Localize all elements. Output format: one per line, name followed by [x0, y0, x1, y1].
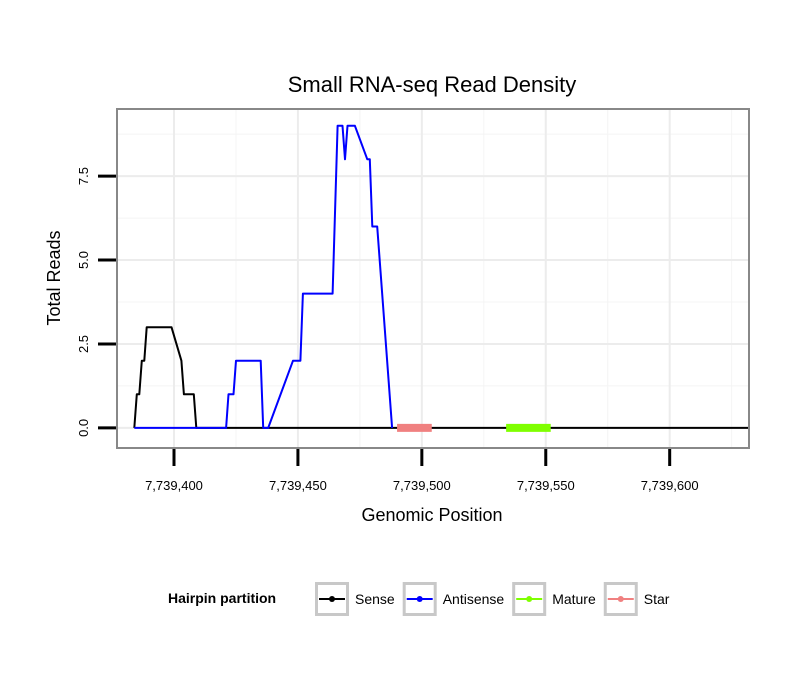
series-line-antisense	[134, 124, 394, 429]
y-tick-label: 5.0	[76, 251, 91, 269]
legend-key-point	[329, 596, 335, 602]
y-tick-label: 2.5	[76, 335, 91, 353]
y-axis: 0.0 2.5 5.0 7.5	[76, 167, 116, 437]
x-tick-label: 7,739,550	[517, 478, 575, 493]
legend-item-antisense: Antisense	[402, 582, 505, 616]
y-axis-title: Total Reads	[44, 230, 64, 325]
x-tick-label: 7,739,500	[393, 478, 451, 493]
plot-series	[133, 124, 749, 429]
legend-label: Mature	[552, 591, 596, 607]
grid	[117, 109, 749, 448]
legend-title: Hairpin partition	[168, 590, 276, 606]
legend: Hairpin partition Sense Antisense Mature St…	[168, 582, 670, 616]
y-tick-label: 0.0	[76, 419, 91, 437]
legend-item-sense: Sense	[315, 582, 395, 616]
legend-item-mature: Mature	[512, 582, 596, 616]
plot-panel-border	[116, 108, 750, 449]
legend-key-point	[526, 596, 533, 602]
x-tick-label: 7,739,450	[269, 478, 327, 493]
legend-label: Antisense	[443, 591, 505, 607]
x-axis-title: Genomic Position	[361, 505, 502, 525]
x-axis: 7,739,400 7,739,450 7,739,500 7,739,550 7,73…	[145, 449, 699, 493]
legend-key-point	[416, 596, 423, 602]
x-tick-label: 7,739,600	[641, 478, 699, 493]
y-tick-label: 7.5	[76, 167, 91, 185]
legend-item-star: Star	[603, 582, 670, 616]
x-tick-label: 7,739,400	[145, 478, 203, 493]
legend-label: Star	[644, 591, 670, 607]
legend-key-point	[617, 596, 624, 602]
chart-title: Small RNA-seq Read Density	[288, 72, 577, 97]
series-line-sense	[133, 326, 749, 429]
legend-label: Sense	[355, 591, 395, 607]
